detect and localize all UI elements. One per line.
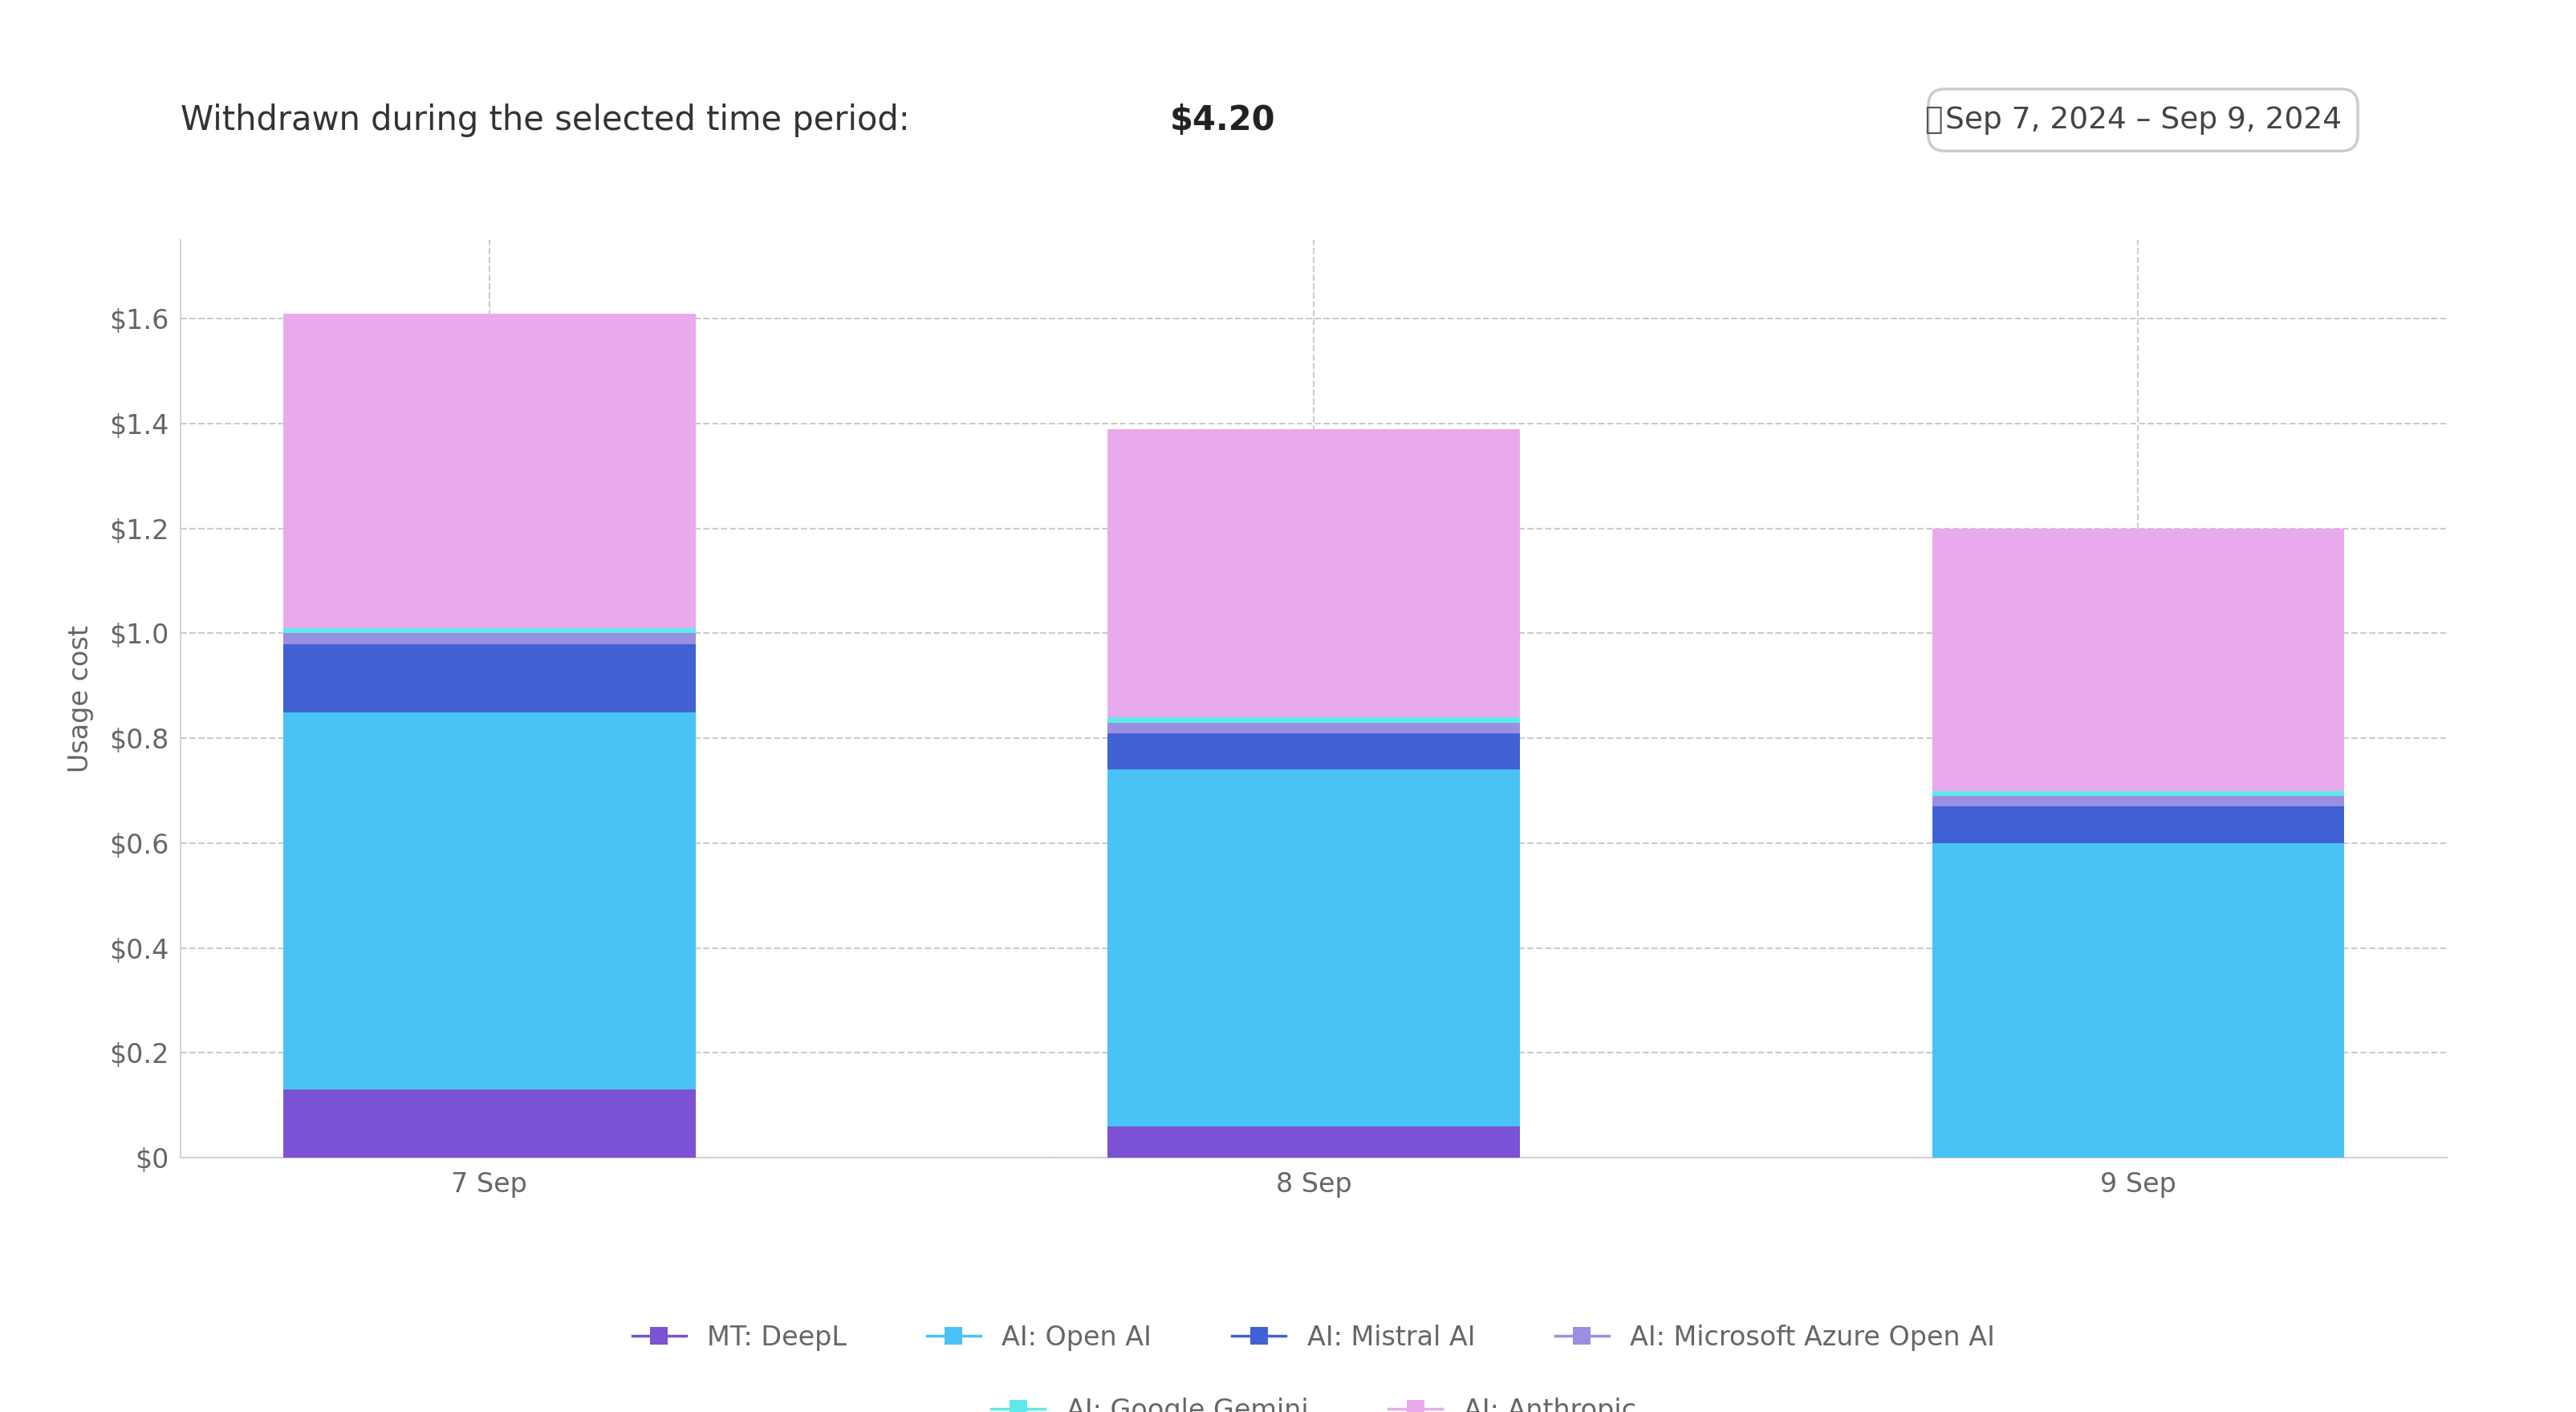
Bar — [1932, 791, 2344, 796]
Bar — [283, 313, 696, 628]
Bar — [1932, 796, 2344, 806]
Bar — [1108, 733, 1520, 770]
Bar — [1108, 770, 1520, 1127]
Bar — [1932, 843, 2344, 1158]
Text: 📅: 📅 — [1924, 106, 1942, 134]
Bar — [1932, 806, 2344, 843]
Text: Withdrawn during the selected time period:: Withdrawn during the selected time perio… — [180, 103, 930, 137]
Bar — [283, 1090, 696, 1158]
Text: $4.20: $4.20 — [1170, 103, 1275, 137]
Bar — [283, 712, 696, 1090]
Bar — [283, 644, 696, 712]
Bar — [1108, 723, 1520, 733]
Bar — [1108, 429, 1520, 717]
Bar — [1932, 528, 2344, 791]
Text: Sep 7, 2024 – Sep 9, 2024: Sep 7, 2024 – Sep 9, 2024 — [1945, 106, 2342, 134]
Bar — [1108, 1127, 1520, 1158]
Bar — [283, 628, 696, 634]
Y-axis label: Usage cost: Usage cost — [67, 626, 93, 772]
Legend: AI: Google Gemini, AI: Anthropic: AI: Google Gemini, AI: Anthropic — [981, 1387, 1646, 1412]
Bar — [283, 634, 696, 644]
Bar — [1108, 717, 1520, 723]
